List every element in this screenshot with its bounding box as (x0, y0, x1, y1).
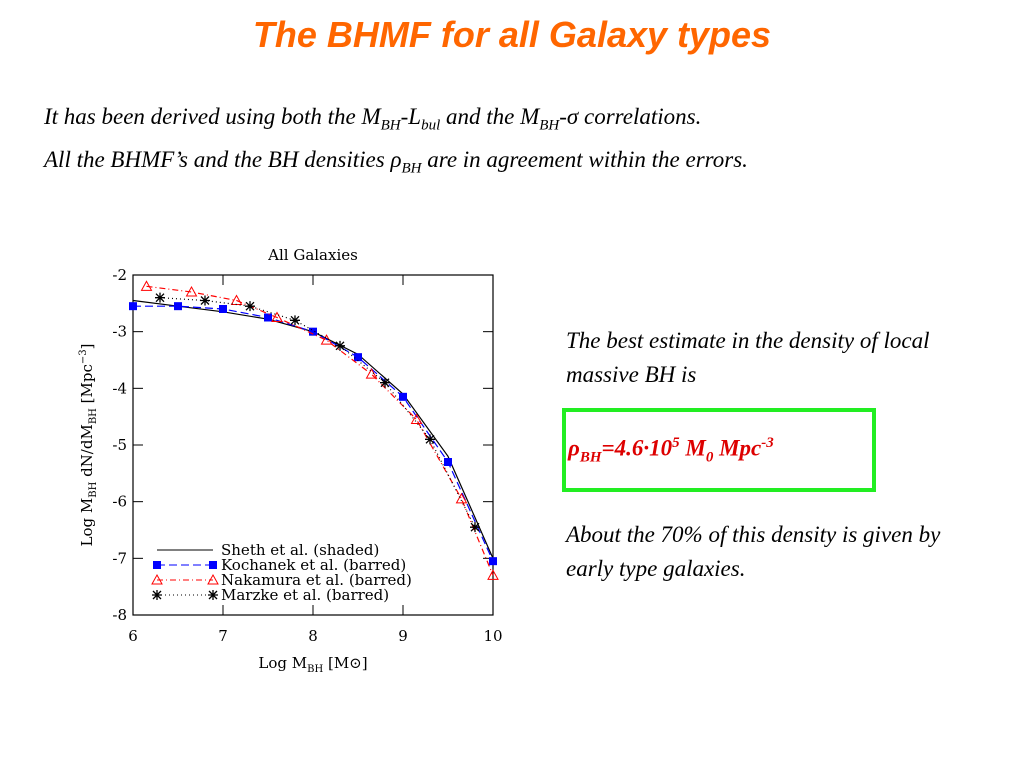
intro-line: All the BHMF’s and the BH densities ρBH … (44, 143, 964, 186)
formula: ρBH=4.6·105 M0 Mpc-3 (568, 426, 774, 474)
text: BH (579, 449, 602, 466)
text: BH (380, 117, 401, 134)
text: BH (401, 160, 422, 177)
y-tick-label: -4 (112, 379, 127, 397)
title: The BHMF for all Galaxy types (252, 14, 772, 55)
marker (354, 353, 362, 362)
marker (309, 327, 317, 336)
chart-title: All Galaxies (267, 246, 358, 264)
marker (410, 413, 423, 424)
y-tick-label: -8 (112, 606, 127, 624)
marker (174, 302, 182, 311)
marker (209, 561, 217, 569)
formula-box (562, 408, 876, 492)
marker (487, 569, 499, 580)
text: -3 (761, 435, 774, 451)
y-tick-label: -5 (112, 436, 127, 454)
text: -L (400, 104, 422, 129)
text: 5 (672, 435, 680, 451)
y-tick-label: -7 (112, 549, 127, 567)
marker (290, 315, 300, 326)
marker (208, 590, 218, 600)
x-tick-label: 10 (483, 627, 502, 645)
text: It has been derived using both the M (44, 104, 381, 129)
marker (200, 295, 210, 306)
y-tick-label: -6 (112, 493, 127, 511)
series-line (132, 299, 494, 559)
text: ] (78, 344, 96, 350)
marker (129, 302, 137, 311)
text: =4.6·10 (601, 435, 673, 461)
text: BH (539, 117, 560, 134)
text: 0 (705, 449, 714, 466)
text: ρ (568, 435, 580, 461)
text: BH (88, 408, 99, 424)
text: bul (421, 117, 441, 134)
x-tick-label: 7 (218, 627, 228, 645)
marker (399, 392, 407, 401)
series-line (133, 305, 494, 562)
x-tick-label: 8 (308, 627, 318, 645)
marker (489, 557, 497, 566)
text: −3 (78, 349, 89, 364)
marker (365, 368, 378, 379)
x-tick-label: 6 (128, 627, 138, 645)
y-axis-label: Log MBH dN/dMBH [Mpc−3] (78, 344, 99, 547)
text: and the M (440, 104, 540, 129)
marker (470, 522, 480, 533)
text: Mpc (713, 435, 762, 461)
text: [Mpc (78, 364, 96, 408)
estimate: The best estimate in the density of loca… (566, 328, 930, 387)
text: BH (88, 481, 99, 497)
marker (185, 285, 198, 297)
legend-label: Nakamura et al. (barred) (221, 571, 412, 589)
marker (153, 561, 161, 569)
text: BH (307, 664, 323, 675)
text: M (679, 435, 706, 461)
marker (152, 590, 162, 600)
marker (271, 311, 283, 322)
legend-label: Sheth et al. (shaded) (221, 541, 379, 559)
text: All the BHMF’s and the BH densities ρ (44, 146, 402, 172)
x-tick-label: 9 (398, 627, 408, 645)
legend-label: Kochanek et al. (barred) (221, 556, 406, 574)
marker (455, 492, 468, 504)
legend-label: Marzke et al. (barred) (221, 586, 389, 604)
marker (151, 573, 163, 585)
chart: All Galaxies Log MBH [M⊙] Log MBH dN/dMB… (78, 246, 503, 675)
series-line (159, 297, 476, 528)
y-tick-label: -3 (112, 323, 127, 341)
intro: It has been derived using both the MBH-L… (44, 100, 1004, 185)
text: Log M (78, 498, 96, 547)
marker (207, 573, 219, 585)
text: [M⊙] (323, 654, 367, 672)
text: dN/dM (78, 424, 96, 482)
marker (425, 434, 435, 445)
text: -σ correlations. (559, 104, 702, 129)
fraction: About the 70% of this density is given b… (566, 522, 941, 581)
marker (140, 280, 153, 291)
marker (219, 305, 227, 313)
marker (155, 292, 165, 303)
intro-line: It has been derived using both the MBH-L… (44, 100, 1004, 143)
marker (380, 377, 390, 388)
marker (335, 340, 345, 351)
marker (264, 313, 272, 322)
marker (444, 458, 452, 466)
x-axis-label: Log MBH [M⊙] (258, 654, 367, 675)
marker (245, 301, 255, 312)
text: are in agreement within the errors. (421, 146, 748, 172)
series-line (146, 285, 494, 576)
y-tick-label: -2 (112, 266, 127, 284)
text: Log M (258, 654, 307, 672)
